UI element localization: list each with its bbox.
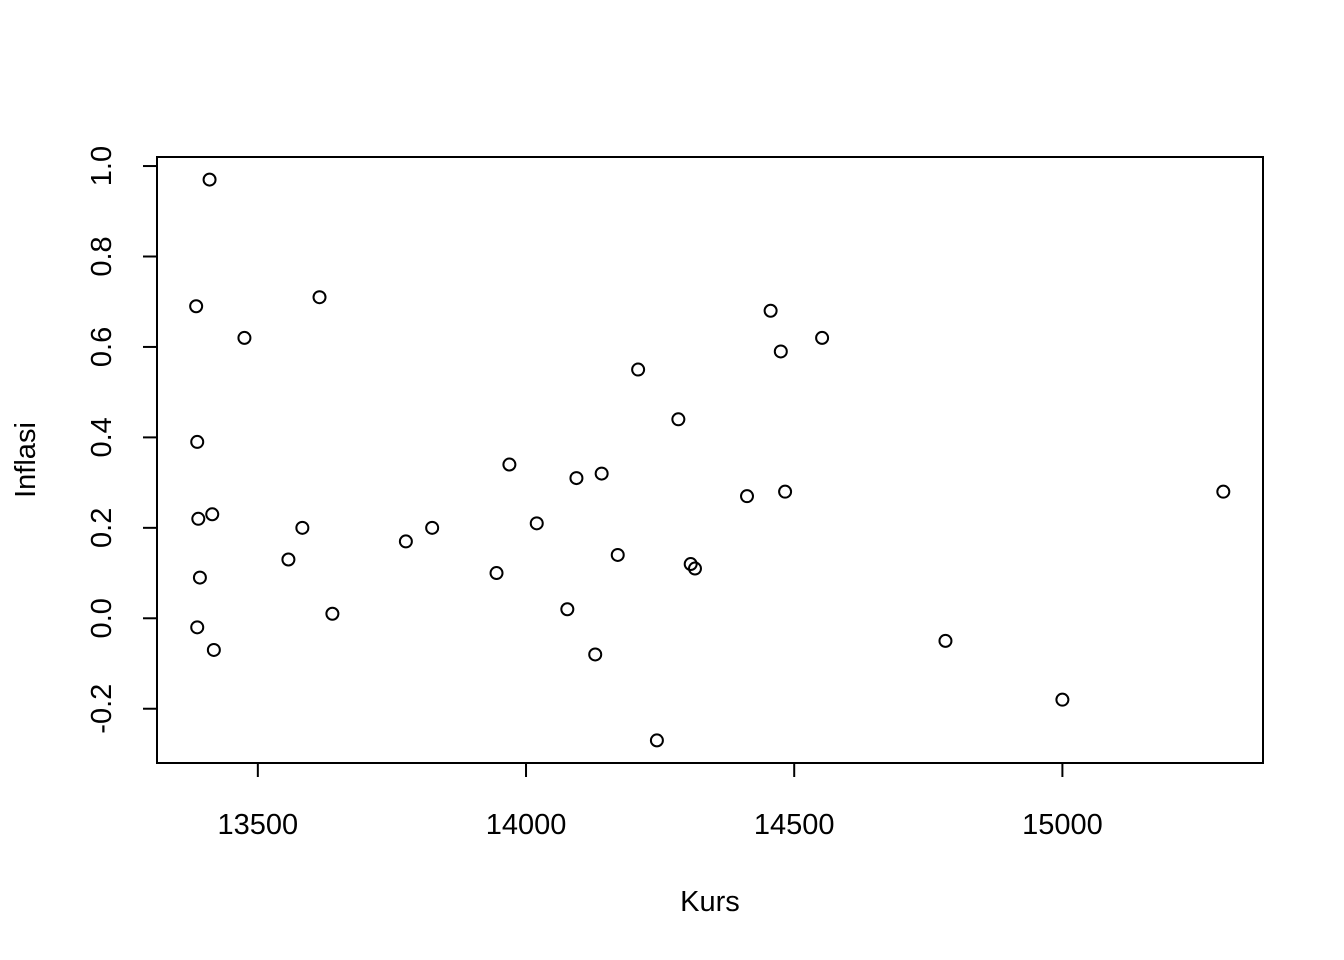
data-point bbox=[206, 642, 221, 657]
data-point bbox=[763, 303, 778, 318]
x-axis: 13500 14000 14500 15000 bbox=[218, 762, 1103, 841]
data-point bbox=[312, 290, 327, 305]
x-tick-label: 13500 bbox=[218, 809, 299, 841]
data-point bbox=[773, 344, 788, 359]
data-point bbox=[778, 484, 793, 499]
plot-area-box bbox=[156, 156, 1264, 764]
y-tick-label: 0.2 bbox=[86, 508, 118, 548]
data-point bbox=[649, 733, 664, 748]
data-points bbox=[189, 172, 1231, 748]
data-point bbox=[502, 457, 517, 472]
y-tick-label: 1.0 bbox=[86, 146, 118, 186]
data-point bbox=[205, 507, 220, 522]
data-point bbox=[489, 566, 504, 581]
data-point bbox=[202, 172, 217, 187]
data-point bbox=[687, 561, 702, 576]
x-axis-title: Kurs bbox=[680, 886, 740, 918]
y-axis: -0.2 0.0 0.2 0.4 0.6 0.8 1.0 bbox=[86, 146, 158, 734]
data-point bbox=[1055, 692, 1070, 707]
data-point bbox=[671, 412, 686, 427]
data-point bbox=[237, 330, 252, 345]
x-tick-label: 14000 bbox=[486, 809, 567, 841]
data-point bbox=[683, 557, 698, 572]
data-point bbox=[192, 570, 207, 585]
data-point bbox=[190, 620, 205, 635]
data-point bbox=[398, 534, 413, 549]
y-tick-label: 0.4 bbox=[86, 417, 118, 457]
data-point bbox=[740, 489, 755, 504]
data-point bbox=[815, 330, 830, 345]
x-tick-label: 15000 bbox=[1022, 809, 1103, 841]
y-tick-label: -0.2 bbox=[86, 684, 118, 734]
x-tick-label: 14500 bbox=[754, 809, 835, 841]
data-point bbox=[425, 520, 440, 535]
data-point bbox=[325, 606, 340, 621]
data-point bbox=[569, 471, 584, 486]
data-point bbox=[610, 547, 625, 562]
data-point bbox=[938, 633, 953, 648]
data-point bbox=[588, 647, 603, 662]
y-axis-title: Inflasi bbox=[10, 422, 42, 498]
y-tick-label: 0.0 bbox=[86, 598, 118, 638]
data-point bbox=[191, 511, 206, 526]
data-point bbox=[190, 434, 205, 449]
data-point bbox=[295, 520, 310, 535]
y-tick-label: 0.6 bbox=[86, 327, 118, 367]
data-point bbox=[594, 466, 609, 481]
data-point bbox=[1216, 484, 1231, 499]
data-point bbox=[631, 362, 646, 377]
y-tick-label: 0.8 bbox=[86, 236, 118, 276]
data-point bbox=[281, 552, 296, 567]
data-point bbox=[189, 299, 204, 314]
data-point bbox=[560, 602, 575, 617]
data-point bbox=[529, 516, 544, 531]
